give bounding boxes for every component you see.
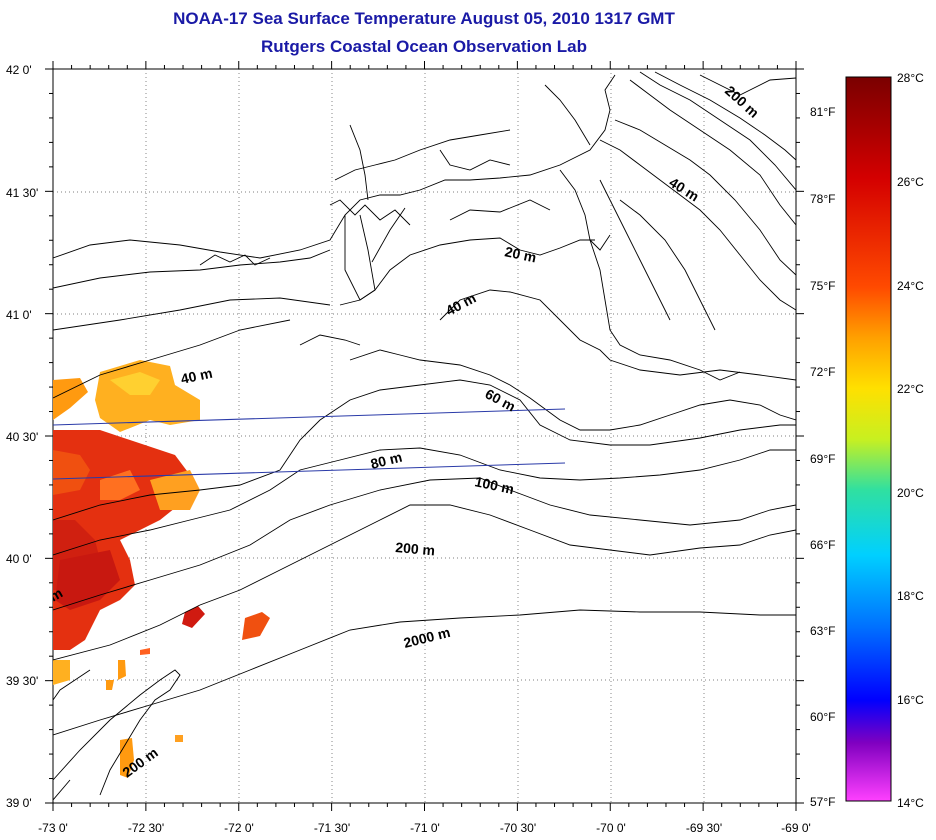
map-subtitle: Rutgers Coastal Ocean Observation Lab bbox=[261, 37, 587, 56]
fahrenheit-label: 81°F bbox=[810, 105, 835, 119]
celsius-label: 20°C bbox=[897, 486, 924, 500]
fahrenheit-label: 57°F bbox=[810, 795, 835, 809]
fahrenheit-label: 63°F bbox=[810, 624, 835, 638]
celsius-labels: 28°C 26°C 24°C 22°C 20°C 18°C 16°C 14°C bbox=[897, 71, 924, 810]
lon-label: -69 0' bbox=[781, 821, 811, 835]
temperature-colorbar bbox=[845, 76, 892, 802]
fahrenheit-label: 72°F bbox=[810, 365, 835, 379]
fahrenheit-label: 69°F bbox=[810, 452, 835, 466]
lat-label: 40 0' bbox=[6, 552, 32, 566]
celsius-label: 24°C bbox=[897, 279, 924, 293]
satellite-track-lines bbox=[53, 408, 566, 480]
contour-label: 40 m bbox=[179, 365, 214, 387]
celsius-label: 28°C bbox=[897, 71, 924, 85]
fahrenheit-label: 75°F bbox=[810, 279, 835, 293]
contour-label: 20 m bbox=[503, 243, 538, 265]
lon-label: -72 30' bbox=[128, 821, 164, 835]
lon-label: -72 0' bbox=[224, 821, 254, 835]
fahrenheit-label: 66°F bbox=[810, 538, 835, 552]
celsius-label: 26°C bbox=[897, 175, 924, 189]
lon-label: -73 0' bbox=[38, 821, 68, 835]
lon-label: -71 30' bbox=[314, 821, 350, 835]
fahrenheit-labels: 81°F 78°F 75°F 72°F 69°F 66°F 63°F 60°F … bbox=[810, 105, 835, 809]
map-frame bbox=[52, 68, 797, 804]
lat-label: 39 0' bbox=[6, 796, 32, 810]
celsius-label: 22°C bbox=[897, 382, 924, 396]
map-title: NOAA-17 Sea Surface Temperature August 0… bbox=[173, 9, 675, 28]
celsius-label: 16°C bbox=[897, 693, 924, 707]
lon-label: -71 0' bbox=[410, 821, 440, 835]
celsius-label: 18°C bbox=[897, 589, 924, 603]
contour-label: 200 m bbox=[395, 539, 436, 558]
lat-label: 42 0' bbox=[6, 63, 32, 77]
lon-label: -69 30' bbox=[686, 821, 722, 835]
longitude-labels: -73 0' -72 30' -72 0' -71 30' -71 0' -70… bbox=[38, 821, 811, 835]
lat-label: 41 30' bbox=[6, 186, 38, 200]
lat-label: 41 0' bbox=[6, 308, 32, 322]
lon-label: -70 0' bbox=[596, 821, 626, 835]
lat-label: 40 30' bbox=[6, 430, 38, 444]
bathymetry-contours bbox=[53, 71, 796, 801]
celsius-label: 14°C bbox=[897, 796, 924, 810]
latitude-labels: 42 0' 41 30' 41 0' 40 30' 40 0' 39 30' 3… bbox=[6, 63, 38, 810]
frame-ticks bbox=[45, 61, 804, 811]
fahrenheit-label: 60°F bbox=[810, 710, 835, 724]
contour-label: 80 m bbox=[369, 449, 404, 472]
lon-label: -70 30' bbox=[500, 821, 536, 835]
fahrenheit-label: 78°F bbox=[810, 192, 835, 206]
lat-label: 39 30' bbox=[6, 674, 38, 688]
sst-data-patches bbox=[53, 360, 270, 778]
